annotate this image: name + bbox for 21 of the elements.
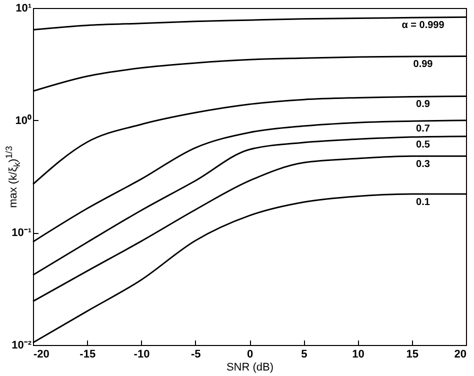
x-tick-label: -5 [190,348,201,360]
y-tick-label: 10⁻² [12,340,32,352]
series-label: 0.9 [416,99,430,110]
x-axis-title: SNR (dB) [226,362,274,374]
x-tick-label: -10 [134,348,150,360]
series-label: 0.1 [416,196,430,208]
x-tick-label: -15 [80,348,96,360]
y-tick-label: 10⁰ [15,114,32,127]
x-tick-label: 0 [246,348,254,360]
x-tick-label: 20 [454,348,466,360]
series-label: 0.3 [416,159,430,170]
y-tick-label: 10¹ [16,2,32,14]
series-label: α = 0.999 [402,20,445,32]
series-label: 0.5 [416,139,430,150]
series-label: 0.99 [413,59,434,70]
series-label: 0.7 [416,123,430,134]
x-tick-label: 15 [406,348,418,360]
x-tick-label: -20 [34,348,50,360]
x-tick-label: 5 [301,348,308,360]
x-tick-label: 10 [352,348,364,360]
y-tick-label: 10⁻¹ [12,227,32,240]
